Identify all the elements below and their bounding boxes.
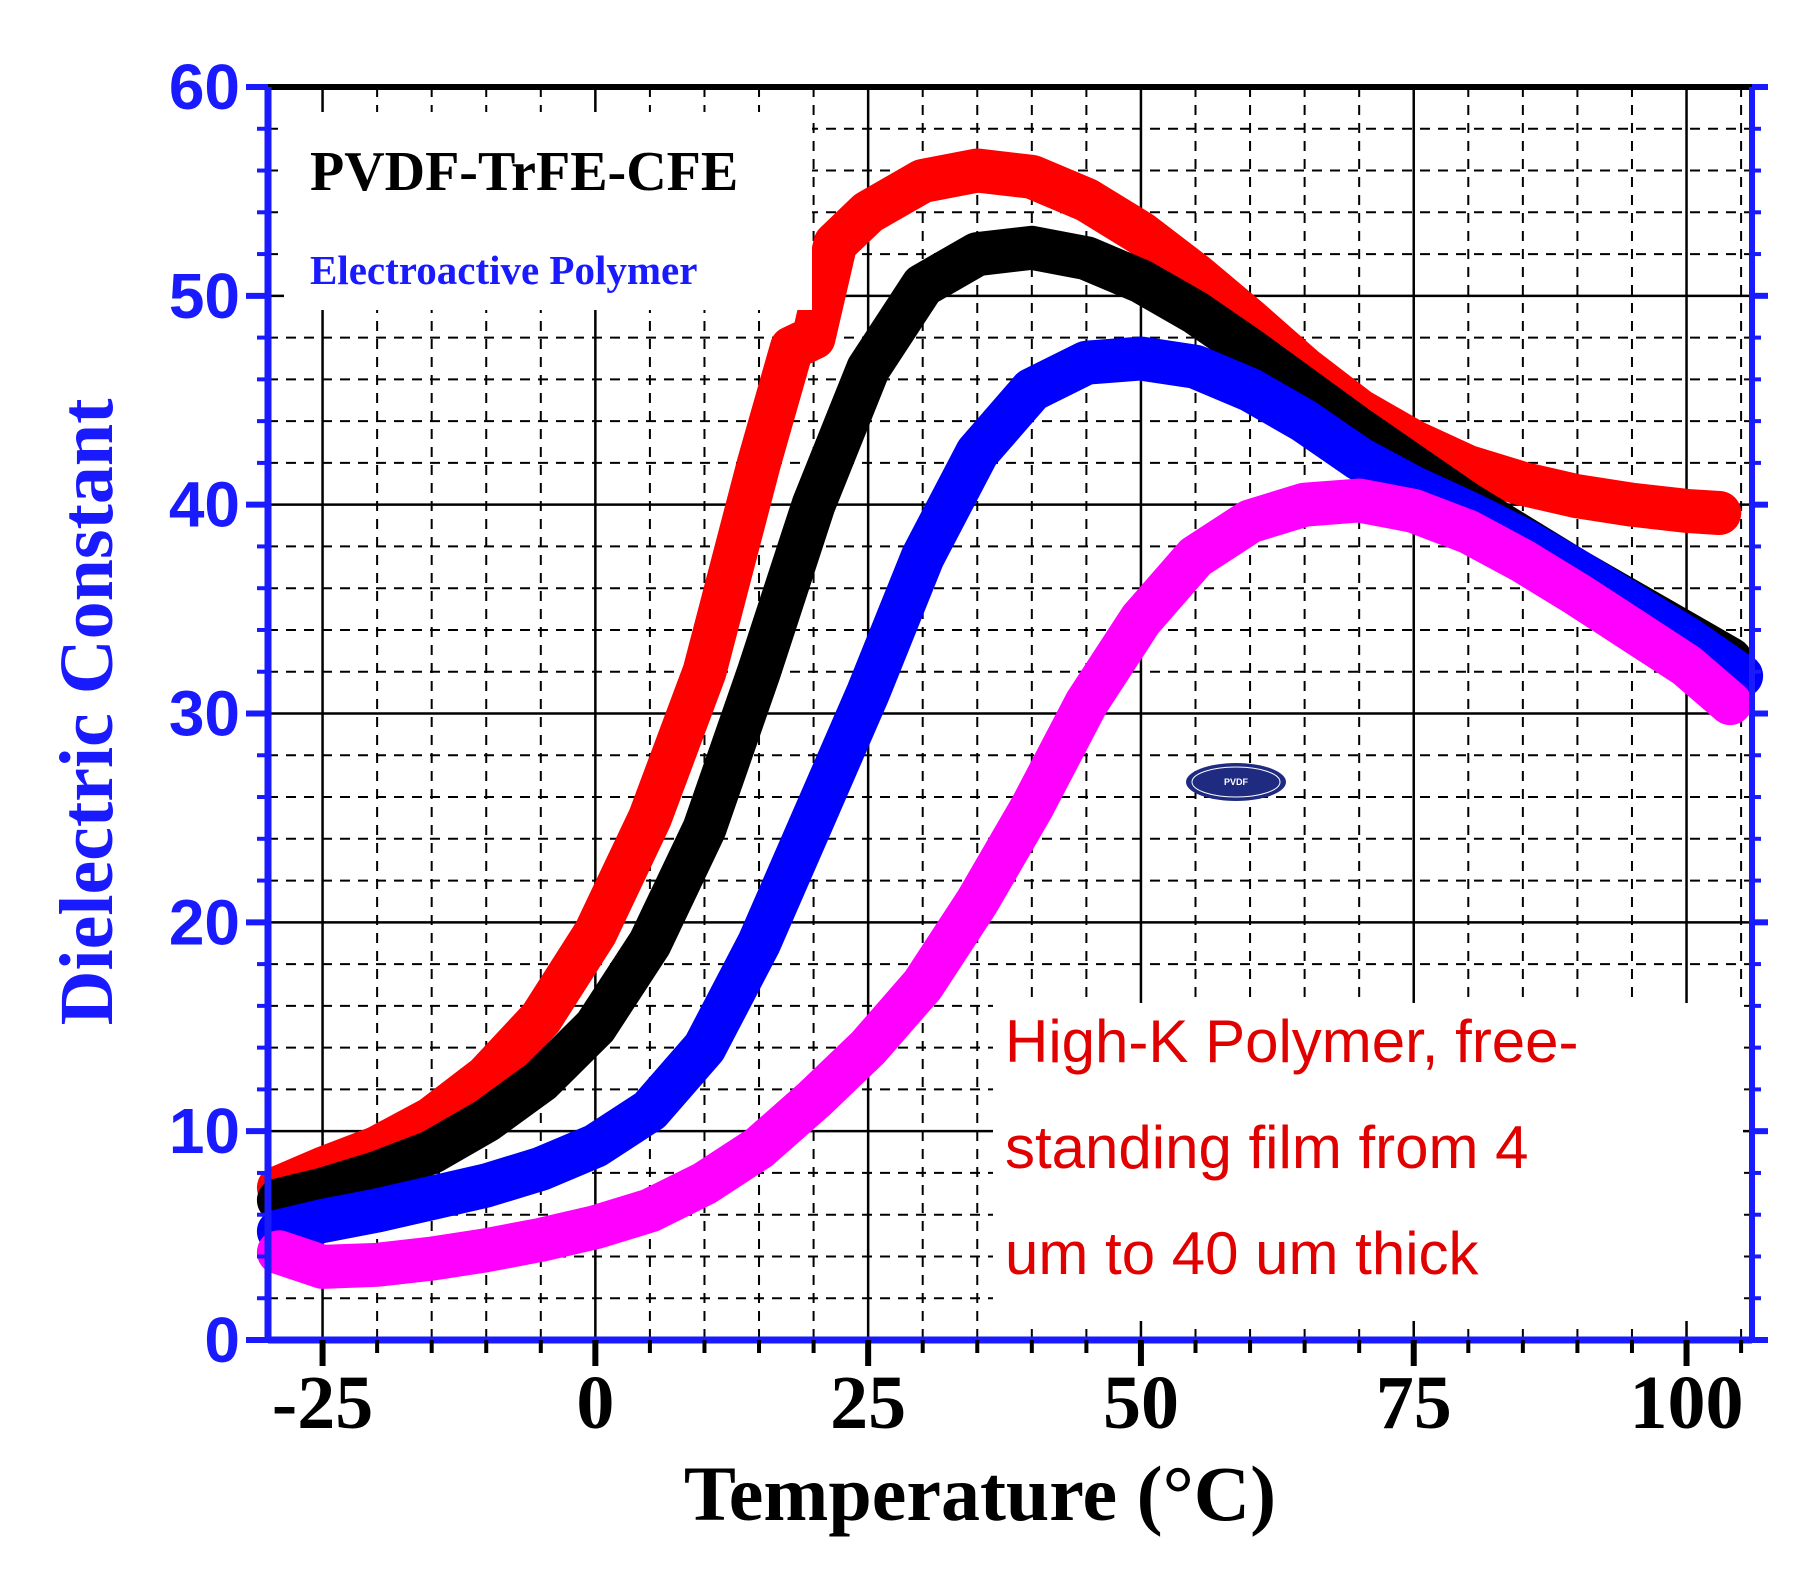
annotation-line-2: standing film from 4 [1005,1114,1529,1181]
annotation-box [993,1003,1743,1321]
y-tick-label: 60 [169,51,240,123]
series-line-magenta [256,478,1753,1289]
title-box [284,112,812,310]
series-line-red [256,148,1742,1210]
x-axis-label: Temperature (°C) [684,1450,1276,1537]
y-tick-label: 40 [169,469,240,541]
watermark-logo: PVDF [1186,763,1286,801]
annotation-line-1: High-K Polymer, free- [1005,1008,1579,1075]
y-tick-label: 50 [169,260,240,332]
y-axis-label: Dielectric Constant [45,399,129,1026]
y-tick-label: 10 [169,1095,240,1167]
series-layer [256,148,1764,1289]
y-tick-label: 20 [169,886,240,958]
x-tick-label: 25 [830,1361,906,1445]
y-tick-label: 30 [169,678,240,750]
x-tick-label: 0 [576,1361,614,1445]
x-tick-label: 100 [1630,1361,1744,1445]
tick-labels: 0 10 20 30 40 50 60 -25 0 25 50 75 100 [169,51,1744,1445]
watermark-text: PVDF [1224,777,1249,787]
chart-title: PVDF-TrFE-CFE [310,141,738,203]
annotation-line-3: um to 40 um thick [1005,1220,1480,1287]
x-tick-label: -25 [272,1361,373,1445]
chart-subtitle: Electroactive Polymer [310,247,697,293]
y-tick-label: 0 [204,1304,240,1376]
x-tick-label: 75 [1376,1361,1452,1445]
x-tick-label: 50 [1103,1361,1179,1445]
axis-ticks [246,84,1768,1366]
